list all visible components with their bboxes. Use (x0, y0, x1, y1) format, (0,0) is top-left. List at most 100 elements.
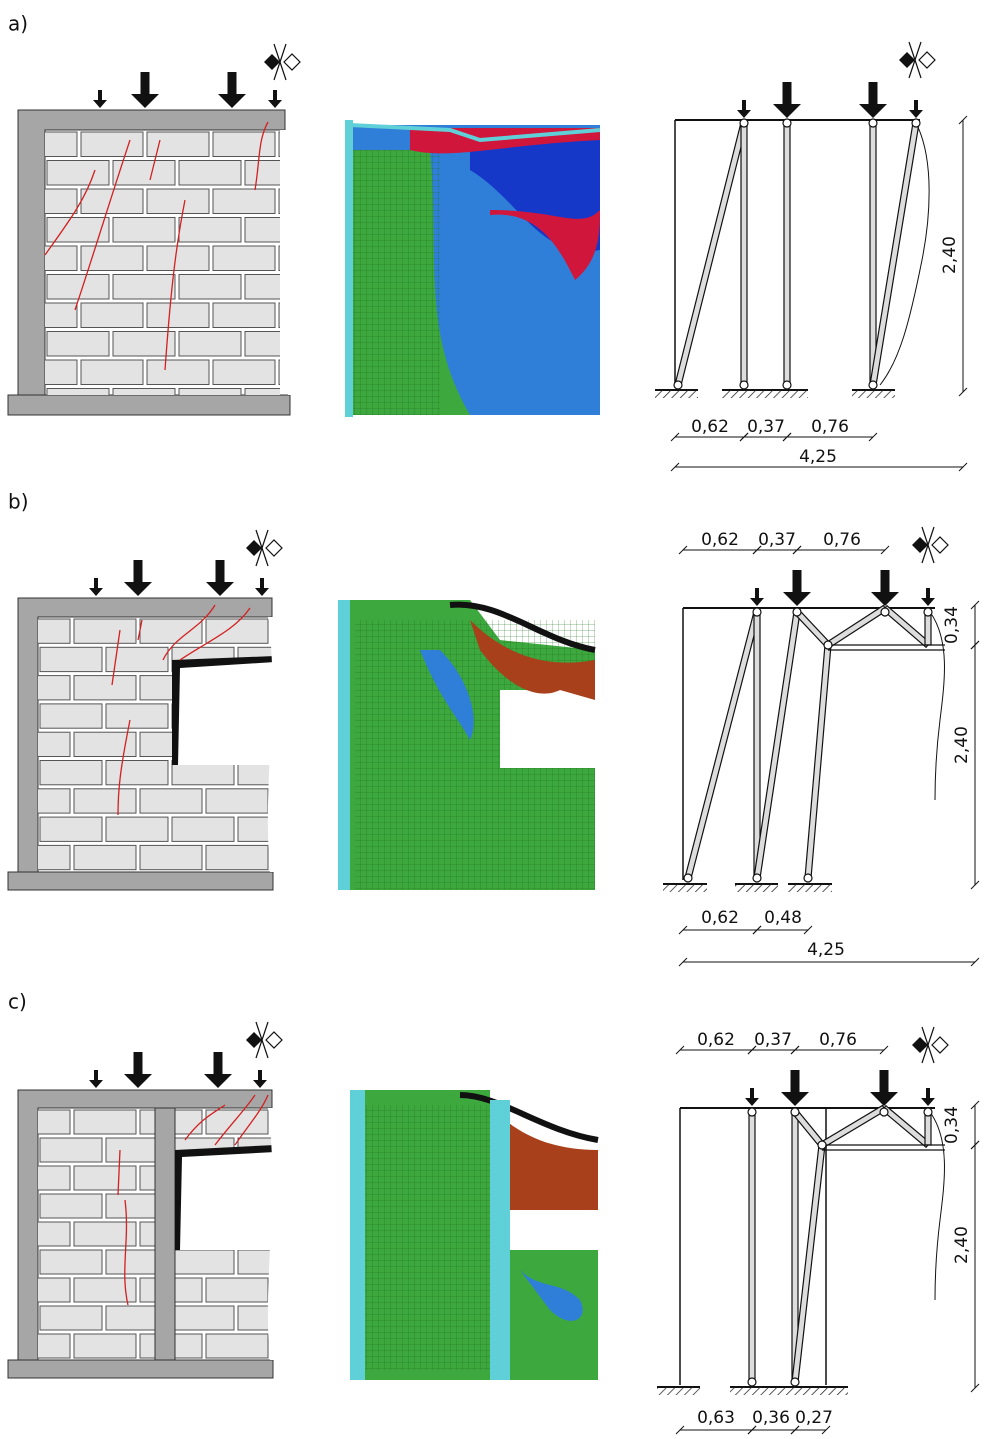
load-arrow (268, 90, 282, 108)
brick (140, 845, 202, 869)
dimension-label: 2,40 (952, 726, 972, 764)
support-hatch (722, 390, 808, 398)
symbol (266, 1032, 282, 1048)
brick (147, 189, 209, 214)
fem-mesh (350, 150, 440, 415)
hinge (753, 608, 761, 616)
support-hatch (788, 884, 832, 892)
brick (147, 303, 209, 328)
hinge (791, 1378, 799, 1386)
panel-label: b) (8, 490, 29, 514)
panel-label: c) (8, 990, 27, 1014)
hinge (674, 381, 682, 389)
edge (280, 130, 300, 395)
brick (106, 817, 168, 841)
brick (206, 1110, 268, 1134)
hinge (753, 874, 761, 882)
brick (81, 132, 143, 157)
brick (8, 789, 70, 813)
brick (74, 676, 136, 700)
hinge (783, 381, 791, 389)
panel-label: a) (8, 12, 28, 36)
dimension-label: 0,37 (754, 1030, 792, 1050)
symbol (266, 540, 282, 556)
hinge (804, 874, 812, 882)
load-arrow (745, 1088, 759, 1106)
load-arrow (870, 1070, 898, 1106)
pier (155, 1108, 175, 1360)
fem-gap (500, 690, 600, 768)
brick (206, 1278, 268, 1302)
load-arrow (255, 578, 269, 596)
hinge (740, 381, 748, 389)
brick (140, 789, 202, 813)
base (8, 395, 290, 415)
brick (47, 332, 109, 357)
hinge (824, 641, 832, 649)
brick (40, 647, 102, 671)
load-arrow (909, 100, 923, 118)
strut (754, 612, 800, 879)
brick (206, 1334, 268, 1358)
hinge (881, 608, 889, 616)
hinge (783, 119, 791, 127)
symbol (932, 537, 948, 553)
masonry (8, 619, 334, 898)
hinge (791, 1108, 799, 1116)
load-arrow (218, 72, 246, 108)
brick (81, 360, 143, 385)
load-arrow (871, 570, 899, 606)
load-arrow (750, 588, 764, 606)
fem-border (345, 120, 353, 417)
brick (74, 789, 136, 813)
brick (172, 1306, 234, 1330)
load-arrow (921, 588, 935, 606)
brick (81, 303, 143, 328)
hinge (924, 1108, 932, 1116)
brick (8, 1334, 70, 1358)
strut (754, 612, 760, 878)
dimension-label: 2,40 (952, 1226, 972, 1264)
brick (147, 246, 209, 271)
dimension-label: 0,76 (819, 1030, 857, 1050)
brick (106, 761, 168, 785)
dimension-label: 2,40 (940, 236, 960, 274)
load-arrow (204, 1052, 232, 1088)
fem-pier (490, 1100, 510, 1380)
symbol (919, 52, 935, 68)
brick (213, 360, 275, 385)
brick (40, 761, 102, 785)
brick (213, 189, 275, 214)
hinge (912, 119, 920, 127)
strut (925, 612, 931, 645)
load-arrow (253, 1070, 267, 1088)
brick (147, 360, 209, 385)
strut (820, 1105, 885, 1147)
dimension-label: 0,37 (747, 417, 785, 437)
brick (172, 1250, 234, 1274)
strut (784, 123, 790, 385)
strut (805, 645, 831, 879)
dimension-label: 0,48 (764, 908, 802, 928)
strut (749, 1112, 755, 1382)
load-arrow (783, 570, 811, 606)
dimension-label: 4,25 (807, 940, 845, 960)
opening (178, 658, 275, 765)
dimension-label: 0,76 (811, 417, 849, 437)
strut (882, 1106, 930, 1148)
load-arrow (773, 82, 801, 118)
hinge (869, 119, 877, 127)
support-hatch (852, 390, 895, 398)
dimension-label: 0,63 (697, 1408, 735, 1428)
brick (8, 1110, 70, 1134)
brick (8, 1278, 70, 1302)
strut (925, 1112, 931, 1145)
base (8, 872, 273, 890)
brick (8, 1222, 70, 1246)
brick (179, 332, 241, 357)
brick (81, 189, 143, 214)
support-hatch (730, 1387, 848, 1395)
dimension-label: 4,25 (799, 447, 837, 467)
support-hatch (657, 1387, 700, 1395)
brick (213, 132, 275, 157)
